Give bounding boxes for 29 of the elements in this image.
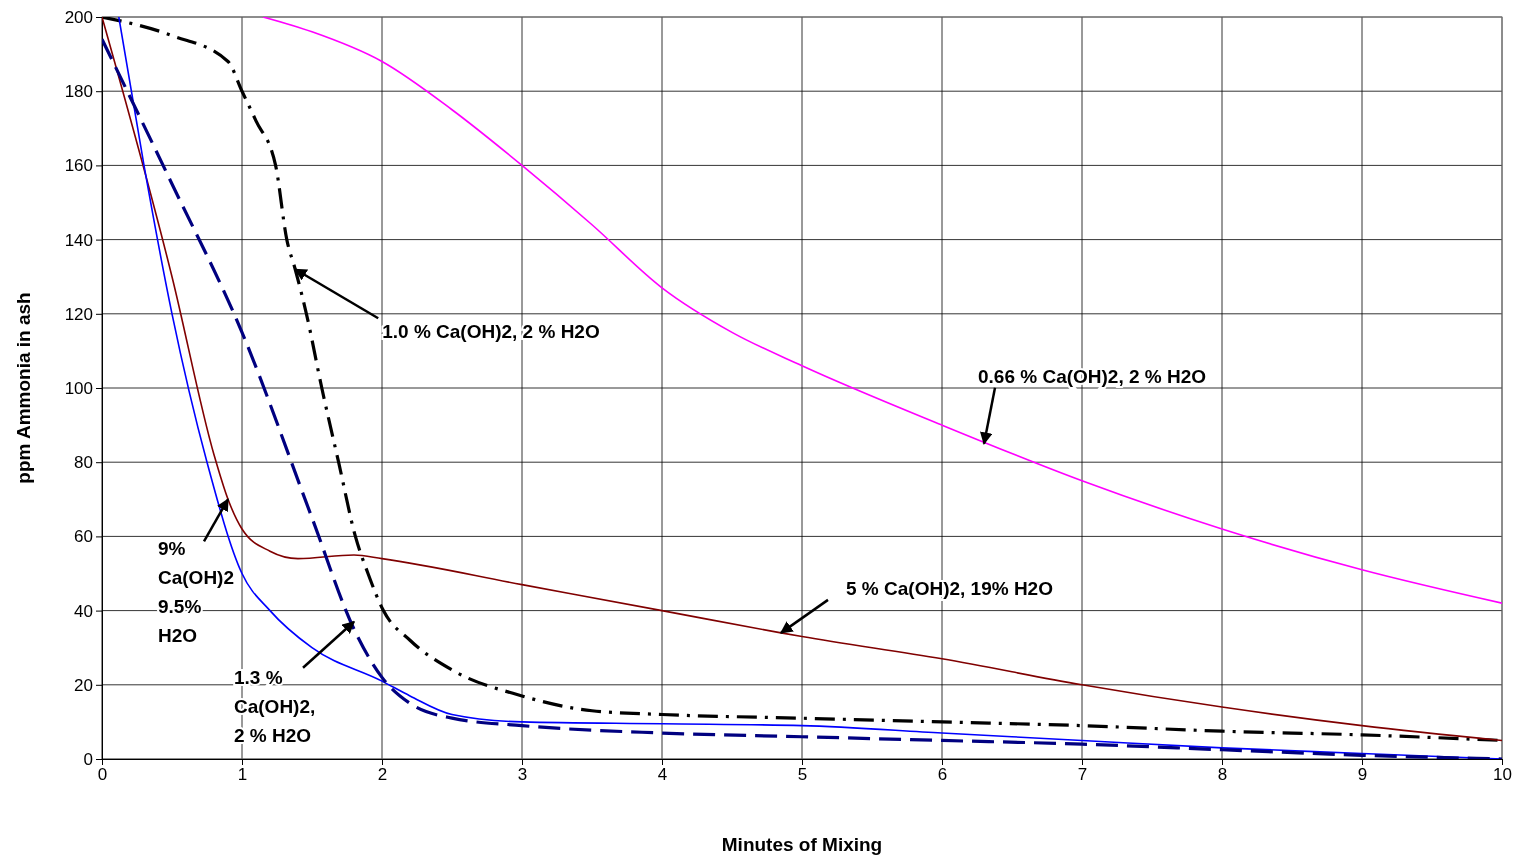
y-tick-label: 100 bbox=[64, 378, 93, 398]
y-tick-label: 80 bbox=[74, 453, 93, 473]
x-tick-label: 10 bbox=[1493, 765, 1512, 785]
x-tick-label: 9 bbox=[1357, 765, 1368, 785]
y-tick-label: 60 bbox=[74, 527, 93, 547]
annotation: 1.0 % Ca(OH)2, 2 % H2O bbox=[382, 321, 600, 343]
x-tick-label: 8 bbox=[1217, 765, 1228, 785]
x-axis-title: Minutes of Mixing bbox=[721, 834, 883, 855]
y-tick-label: 120 bbox=[64, 304, 93, 324]
annotation: 1.3 % Ca(OH)2, 2 % H2O bbox=[234, 666, 316, 746]
annotation: 5 % Ca(OH)2, 19% H2O bbox=[846, 577, 1053, 599]
x-tick-label: 2 bbox=[377, 765, 388, 785]
y-tick-label: 140 bbox=[64, 230, 93, 250]
x-tick-label: 5 bbox=[797, 765, 808, 785]
x-tick-label: 0 bbox=[97, 765, 108, 785]
y-tick-label: 0 bbox=[83, 749, 93, 769]
x-tick-label: 3 bbox=[517, 765, 528, 785]
y-tick-label: 20 bbox=[74, 675, 93, 695]
y-axis-title: ppm Ammonia in ash bbox=[13, 292, 34, 484]
line-series bbox=[262, 17, 1502, 604]
x-tick-label: 7 bbox=[1077, 765, 1088, 785]
annotation: 0.66 % Ca(OH)2, 2 % H2O bbox=[978, 365, 1207, 387]
x-tick-label: 1 bbox=[237, 765, 248, 785]
y-tick-label: 180 bbox=[64, 82, 93, 102]
x-tick-label: 6 bbox=[937, 765, 948, 785]
y-tick-label: 160 bbox=[64, 156, 93, 176]
y-tick-label: 200 bbox=[64, 7, 93, 27]
x-tick-label: 4 bbox=[657, 765, 668, 785]
y-tick-label: 40 bbox=[74, 601, 93, 621]
